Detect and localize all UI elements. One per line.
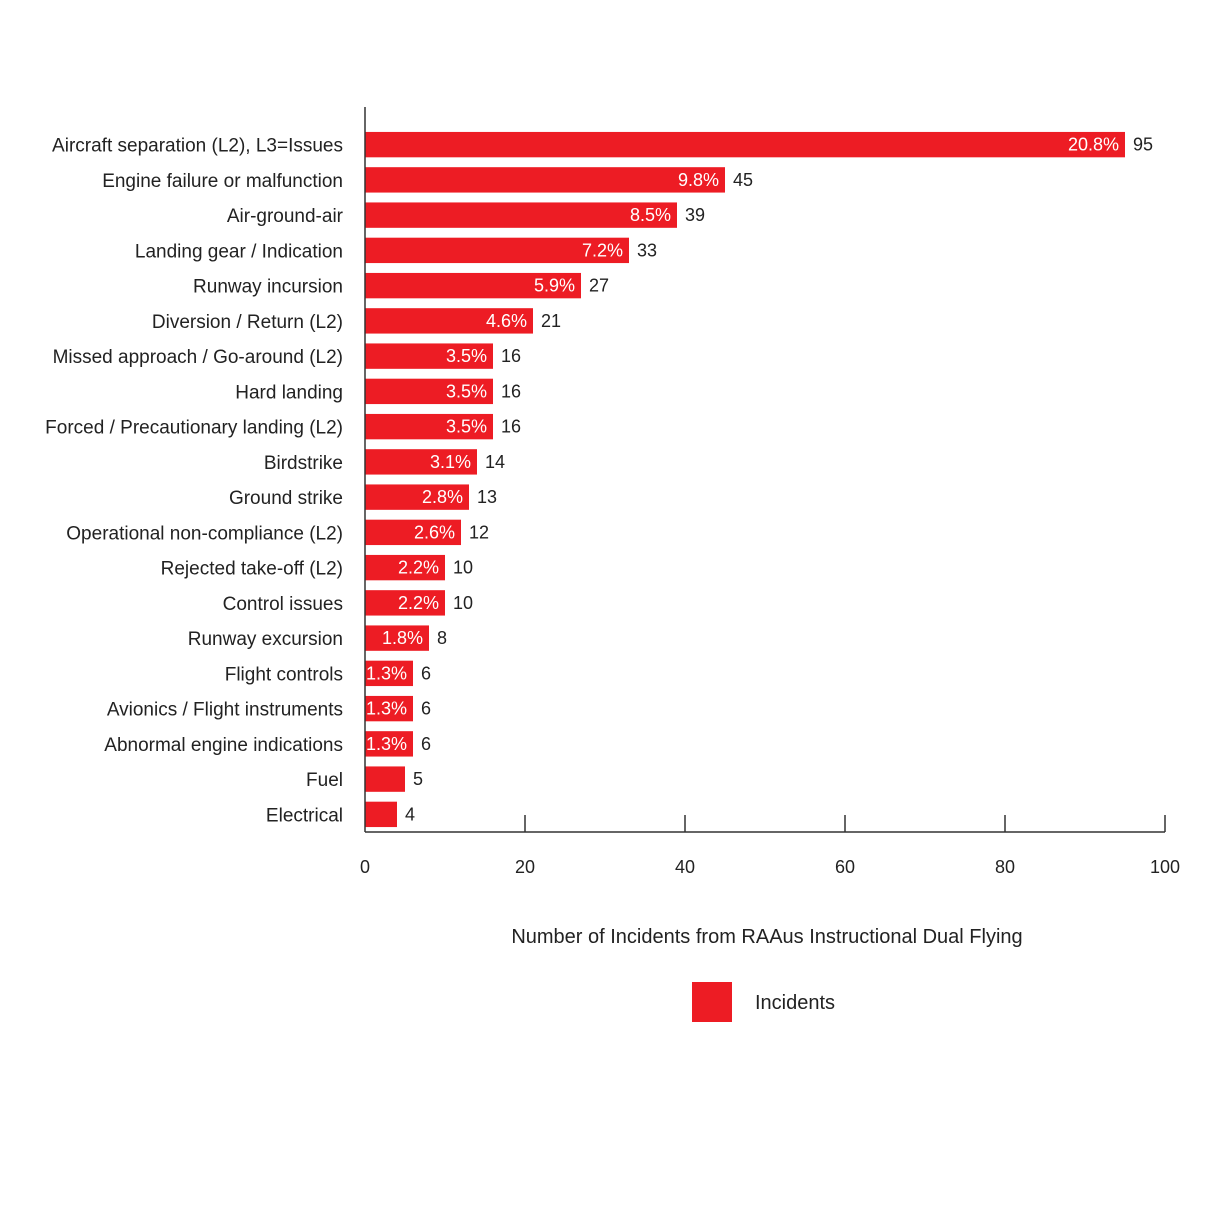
bar-value-label-11: 12 [469,522,489,542]
bar-value-label-5: 21 [541,311,561,331]
bar-value-label-3: 33 [637,240,657,260]
bar-value-label-18: 5 [413,769,423,789]
bar-percent-label-10: 2.8% [422,487,463,507]
bar-percent-label-16: 1.3% [366,699,407,719]
bar-value-label-0: 95 [1133,135,1153,155]
bar-percent-label-0: 20.8% [1068,135,1119,155]
bar-value-label-13: 10 [453,593,473,613]
category-label-10: Ground strike [229,488,343,509]
bar-11 [365,519,461,546]
x-tick-label-0: 0 [360,857,370,877]
bar-percent-label-6: 3.5% [446,346,487,366]
bar-percent-label-13: 2.2% [398,593,439,613]
bar-15 [365,660,413,687]
bar-value-label-17: 6 [421,734,431,754]
bar-2 [365,202,677,228]
bar-percent-label-3: 7.2% [582,240,623,260]
bar-percent-label-15: 1.3% [366,663,407,683]
category-label-3: Landing gear / Indication [135,241,343,262]
bar-value-label-1: 45 [733,170,753,190]
x-tick-label-3: 60 [835,857,855,877]
category-label-7: Hard landing [235,382,343,403]
legend: Incidents [692,982,835,1022]
bar-percent-label-2: 8.5% [630,205,671,225]
x-axis-title: Number of Incidents from RAAus Instructi… [511,926,1022,948]
bar-value-label-14: 8 [437,628,447,648]
bar-value-label-4: 27 [589,276,609,296]
bar-value-label-7: 16 [501,381,521,401]
category-labels-group: Aircraft separation (L2), L3=Issues Engin… [45,136,343,827]
bar-0 [365,131,1125,158]
bar-9 [365,449,477,475]
bar-percent-label-9: 3.1% [430,452,471,472]
bar-4 [365,272,581,299]
x-tick-label-1: 20 [515,857,535,877]
category-label-9: Birdstrike [264,453,343,474]
bar-14 [365,625,429,651]
bar-13 [365,590,445,616]
category-label-11: Operational non-compliance (L2) [66,523,343,544]
x-tick-label-4: 80 [995,857,1015,877]
bar-value-label-2: 39 [685,205,705,225]
category-label-0: Aircraft separation (L2), L3=Issues [52,136,343,157]
category-label-2: Air-ground-air [227,206,344,227]
bar-6 [365,343,493,369]
bar-18 [365,766,405,792]
category-label-4: Runway incursion [193,277,343,298]
bar-value-label-6: 16 [501,346,521,366]
bar-percent-label-12: 2.2% [398,558,439,578]
bar-percent-label-5: 4.6% [486,311,527,331]
bar-percent-label-14: 1.8% [382,628,423,648]
category-label-13: Control issues [223,594,343,615]
category-label-14: Runway excursion [188,629,343,650]
bar-8 [365,413,493,440]
x-tick-label-5: 100 [1150,857,1180,877]
category-label-18: Fuel [306,770,343,791]
bar-value-label-12: 10 [453,558,473,578]
bar-17 [365,731,413,757]
bar-3 [365,237,629,264]
category-label-19: Electrical [266,805,343,826]
bar-percent-label-17: 1.3% [366,734,407,754]
bar-value-label-16: 6 [421,699,431,719]
bar-percent-label-8: 3.5% [446,417,487,437]
category-label-12: Rejected take-off (L2) [161,559,343,580]
bar-10 [365,484,469,510]
bar-percent-label-11: 2.6% [414,522,455,542]
category-label-1: Engine failure or malfunction [102,171,343,192]
category-label-8: Forced / Precautionary landing (L2) [45,418,343,439]
bar-value-label-10: 13 [477,487,497,507]
x-ticks-group: 0 20 40 60 80 100 [360,815,1180,877]
category-label-5: Diversion / Return (L2) [152,312,343,333]
bar-value-label-8: 16 [501,417,521,437]
bar-percent-label-4: 5.9% [534,276,575,296]
bar-7 [365,378,493,405]
bar-1 [365,167,725,193]
bar-5 [365,308,533,334]
legend-swatch-incidents [692,982,732,1022]
bars-group: 20.8% 959.8% 458.5% 397.2% 335.9% 274.6% 213.5… [365,131,1153,828]
bar-16 [365,695,413,722]
category-label-16: Avionics / Flight instruments [107,700,343,721]
legend-label-incidents: Incidents [755,992,835,1014]
bar-value-label-19: 4 [405,804,415,824]
bar-value-label-9: 14 [485,452,505,472]
bar-value-label-15: 6 [421,663,431,683]
category-label-17: Abnormal engine indications [104,735,343,756]
bar-19 [365,801,397,828]
category-label-6: Missed approach / Go-around (L2) [53,347,343,368]
x-tick-label-2: 40 [675,857,695,877]
category-label-15: Flight controls [225,664,343,685]
bar-12 [365,554,445,581]
bar-percent-label-1: 9.8% [678,170,719,190]
bar-percent-label-7: 3.5% [446,381,487,401]
